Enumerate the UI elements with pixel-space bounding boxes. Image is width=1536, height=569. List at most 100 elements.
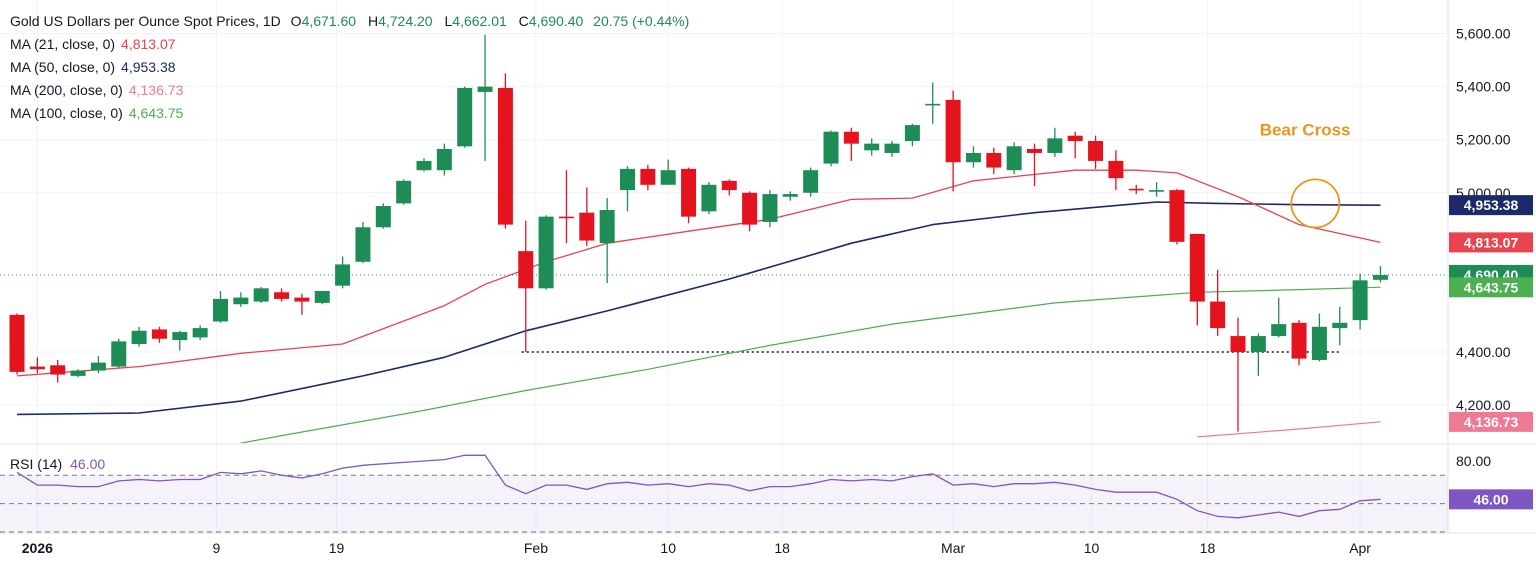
candle	[457, 86, 473, 148]
candle	[1291, 320, 1307, 366]
time-tick-label: Apr	[1349, 540, 1371, 556]
chart-legend: Gold US Dollars per Ounce Spot Prices, 1…	[10, 10, 689, 125]
candle-body	[681, 168, 697, 217]
candle	[192, 325, 208, 341]
candle-body	[1088, 141, 1104, 161]
candle	[131, 326, 147, 347]
time-tick-label: Mar	[941, 540, 965, 556]
candle-body	[579, 212, 595, 241]
rsi-value: 46.00	[70, 456, 106, 472]
candle-body	[1332, 322, 1348, 329]
candle-body	[131, 330, 147, 345]
candle-body	[416, 160, 432, 171]
gridlines	[0, 0, 1448, 532]
ma100-line	[238, 286, 1381, 443]
candle	[884, 141, 900, 157]
candle-body	[111, 341, 127, 367]
candle-body	[782, 194, 798, 197]
main-pane: Bear Cross	[0, 34, 1448, 443]
candle-body	[518, 251, 534, 289]
candle	[518, 220, 534, 352]
candle	[945, 90, 961, 192]
candle	[620, 166, 635, 212]
candle-body	[1311, 326, 1327, 360]
candle-body	[335, 264, 351, 286]
price-axis-label: 4,400.00	[1456, 344, 1511, 360]
candle	[111, 338, 127, 368]
candle-body	[904, 125, 920, 142]
time-tick-label: 18	[774, 540, 790, 556]
candle-body	[1291, 322, 1307, 359]
candle-body	[558, 216, 574, 219]
candle-body	[9, 314, 25, 372]
candle	[416, 158, 432, 172]
candle	[1006, 142, 1022, 175]
last-value-tag-bg	[1449, 232, 1533, 253]
candle-body	[213, 298, 228, 322]
candle	[233, 292, 249, 307]
candle-body	[1006, 146, 1022, 171]
candle	[681, 167, 697, 224]
candle-body	[1230, 336, 1246, 352]
candle	[497, 73, 513, 229]
candle	[843, 127, 859, 161]
time-axis: 2026 9 19 Feb 10 18 Mar 10 18 Apr	[22, 540, 1372, 556]
legend-ma21: MA (21, close, 0) 4,813.07	[10, 36, 176, 52]
candle	[1230, 317, 1246, 432]
candle	[986, 147, 1002, 175]
candle	[396, 179, 412, 205]
candle-body	[1352, 280, 1368, 321]
candle-body	[986, 152, 1002, 168]
candle-body	[1372, 275, 1388, 280]
last-value-tag: 4,643.75	[1449, 277, 1533, 298]
candle	[50, 359, 66, 383]
candle	[742, 191, 758, 232]
legend-ma50: MA (50, close, 0) 4,953.38	[10, 59, 176, 75]
candle	[314, 290, 330, 305]
candle	[1027, 143, 1042, 187]
time-tick-label: Feb	[524, 540, 548, 556]
rsi-legend: RSI (14) 46.00	[10, 456, 105, 472]
candle	[579, 187, 595, 246]
candle	[864, 138, 880, 156]
candle-body	[864, 143, 880, 151]
last-value-tag-bg	[1449, 411, 1533, 432]
candle-body	[1189, 233, 1205, 302]
candle	[721, 179, 737, 196]
candle-body	[721, 180, 737, 191]
candle	[253, 286, 269, 303]
last-value-tag: 4,813.07	[1449, 232, 1533, 253]
candle	[9, 313, 25, 375]
price-tick-label: 5,400.00	[1456, 79, 1511, 95]
candle	[436, 143, 452, 176]
candle	[701, 182, 717, 214]
last-value-tag-text: 4,953.38	[1464, 197, 1519, 213]
last-value-tag-text: 4,643.75	[1464, 279, 1519, 295]
candle-body	[274, 292, 290, 299]
price-axis: 5,600.005,400.005,200.005,000.004,200.00…	[1449, 26, 1533, 510]
candle	[1047, 127, 1063, 157]
candle	[90, 355, 106, 374]
time-tick-label: 19	[329, 540, 345, 556]
candle-body	[599, 210, 615, 244]
candle-body	[945, 99, 961, 163]
candle	[172, 330, 188, 351]
candle	[538, 215, 554, 290]
candle-body	[1210, 301, 1226, 329]
last-value-tag-bg	[1449, 277, 1533, 298]
candle-body	[233, 297, 249, 305]
candle	[782, 191, 798, 201]
candle	[1128, 184, 1144, 195]
candle	[70, 369, 86, 378]
bear-cross-circle	[1290, 178, 1341, 229]
candle-body	[640, 168, 656, 185]
candle-body	[192, 328, 208, 338]
last-value-tag-text: 4,813.07	[1464, 234, 1519, 250]
candle-body	[762, 194, 778, 222]
legend-title: Gold US Dollars per Ounce Spot Prices, 1…	[10, 13, 281, 29]
time-tick-label: 10	[1084, 540, 1100, 556]
candle-body	[965, 152, 981, 163]
candle-body	[253, 288, 269, 302]
candle-body	[620, 168, 635, 191]
candle-body	[70, 370, 86, 376]
